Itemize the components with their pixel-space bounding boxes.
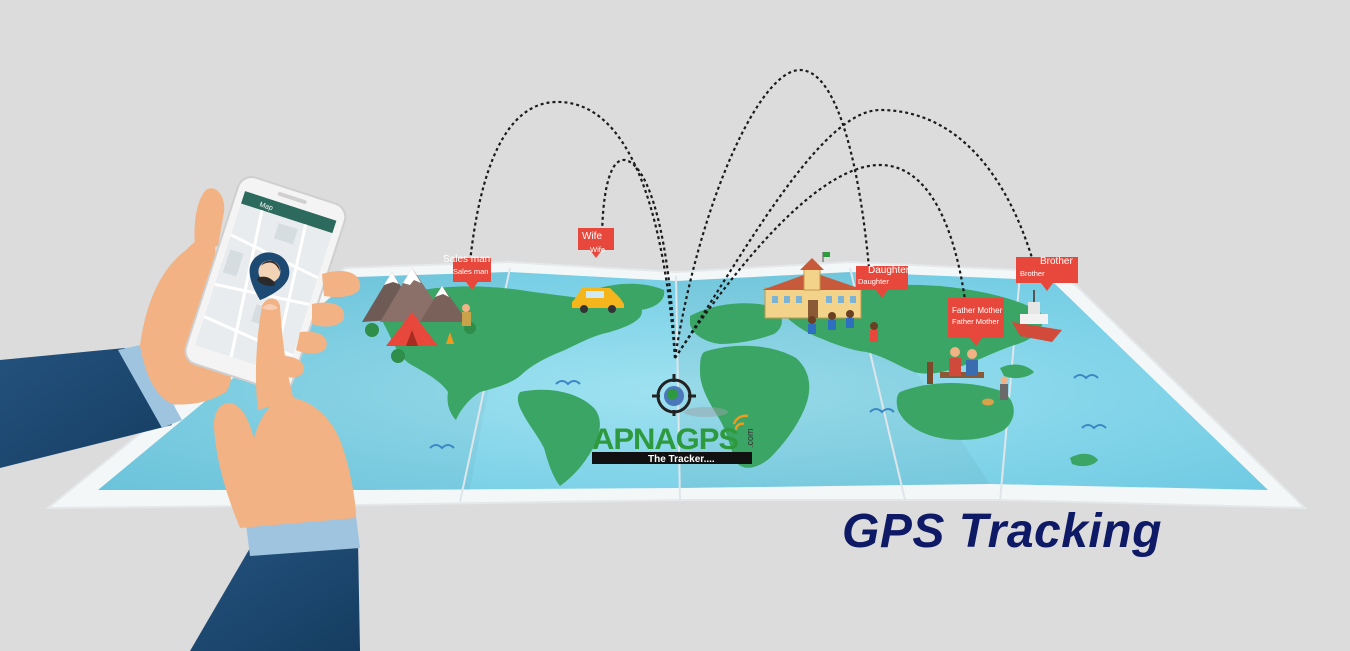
left-sleeve: [0, 348, 172, 468]
walker-body: [1000, 384, 1008, 400]
camping-scene: [362, 268, 476, 363]
children-figures: [808, 310, 878, 342]
brand-tagline: The Tracker....: [648, 454, 715, 465]
school-icon: [762, 252, 878, 342]
marker-father-mother-label: Father Mother: [952, 306, 1003, 315]
school-tower-roof: [800, 258, 824, 270]
hand-holding-phone: Map: [0, 176, 361, 651]
user-avatar-hair: [260, 260, 280, 272]
snow-cap-1: [403, 268, 421, 285]
dog-icon: [982, 398, 994, 406]
marker-wife[interactable]: Wife Wife: [578, 228, 614, 258]
pine-tree-1: [365, 323, 379, 337]
arc-father-mother: [674, 163, 967, 359]
snow-cap-2: [384, 272, 399, 285]
new-zealand: [1070, 453, 1098, 467]
arc-brother: [674, 108, 1037, 359]
tree-trunk: [927, 362, 933, 384]
right-cuff: [246, 516, 360, 556]
tent-icon: [386, 312, 438, 346]
marker-brother-label: Brother: [1040, 256, 1073, 267]
phone-app-bar-title: Map: [258, 201, 273, 212]
marker-salesman-label: Sales man: [443, 254, 490, 265]
phone-app-bar: [241, 191, 337, 234]
arc-daughter: [673, 68, 872, 359]
marker-wife-sub: Wife: [590, 245, 605, 254]
left-thumb: [194, 188, 225, 252]
mother-head: [967, 349, 977, 359]
ship-icon: [1012, 290, 1062, 342]
campfire-icon: [446, 332, 454, 344]
father-head: [950, 347, 960, 357]
globe-land: [667, 388, 679, 400]
marker-wife-label: Wife: [582, 231, 602, 242]
left-finger-1: [322, 270, 361, 298]
marker-brother-sub: Brother: [1020, 269, 1045, 278]
ship-cabin: [1028, 302, 1040, 314]
school-windows: [772, 296, 856, 303]
ship-hull: [1012, 322, 1062, 342]
marker-daughter-label: Daughter: [868, 265, 910, 276]
hero-title: GPS Tracking: [842, 505, 1162, 558]
user-avatar-suit: [257, 276, 276, 287]
tree-canopy: [912, 334, 948, 366]
school-flag: [823, 252, 830, 257]
school-door: [808, 300, 818, 318]
phone: Map: [184, 176, 347, 392]
australia: [896, 383, 1014, 440]
marker-salesman-sub: Sales man: [453, 267, 488, 276]
tent-door: [406, 330, 418, 346]
map-markers: Sales man Sales man Wife Wife Daughter D…: [443, 228, 1078, 346]
marker-father-mother-sub: Father Mother: [952, 317, 1000, 326]
brand-logo: APNAGPS .com The Tracker....: [592, 374, 755, 465]
south-america: [517, 389, 600, 486]
car-wheel-front: [580, 305, 588, 313]
walker-head: [1000, 376, 1008, 384]
mother-body: [966, 360, 978, 376]
left-finger-3: [296, 331, 327, 354]
mountain-right: [420, 286, 468, 322]
family-park-icon: [912, 334, 1008, 406]
right-index-finger: [255, 298, 294, 410]
tagline-bar: [592, 452, 752, 464]
right-hand: [213, 397, 356, 528]
left-finger-2: [312, 302, 345, 327]
marker-brother[interactable]: Brother Brother: [1016, 256, 1078, 291]
tracking-arcs: [468, 68, 1037, 359]
ship-deck: [1020, 314, 1048, 324]
phone-speaker: [277, 191, 307, 205]
islands-se-asia: [1000, 364, 1034, 379]
marker-father-mother[interactable]: Father Mother Father Mother: [948, 298, 1004, 346]
snow-cap-3: [435, 286, 449, 297]
pine-tree-2: [391, 349, 405, 363]
arc-wife: [600, 158, 677, 359]
ocean-waves: [429, 374, 1107, 450]
car-window: [586, 291, 604, 298]
left-cuff: [118, 345, 182, 428]
salesman-figure-head: [462, 304, 470, 312]
park-bench: [940, 372, 984, 378]
marker-daughter-sub: Daughter: [858, 277, 889, 286]
school-tower: [803, 267, 821, 291]
logo-shadow: [684, 407, 728, 417]
father-body: [949, 358, 961, 376]
car-wheel-back: [608, 305, 616, 313]
marker-daughter[interactable]: Daughter Daughter: [856, 265, 910, 298]
salesman-figure-body: [462, 312, 471, 326]
signal-icon: [732, 414, 749, 431]
right-sleeve: [190, 540, 360, 651]
europe: [690, 303, 782, 344]
right-fingertip-nail: [262, 304, 278, 310]
africa: [700, 345, 810, 468]
car-icon: [572, 288, 624, 313]
brand-name: APNAGPS: [592, 423, 738, 456]
marker-salesman[interactable]: Sales man Sales man: [443, 254, 491, 290]
brand-domain: .com: [745, 428, 755, 448]
